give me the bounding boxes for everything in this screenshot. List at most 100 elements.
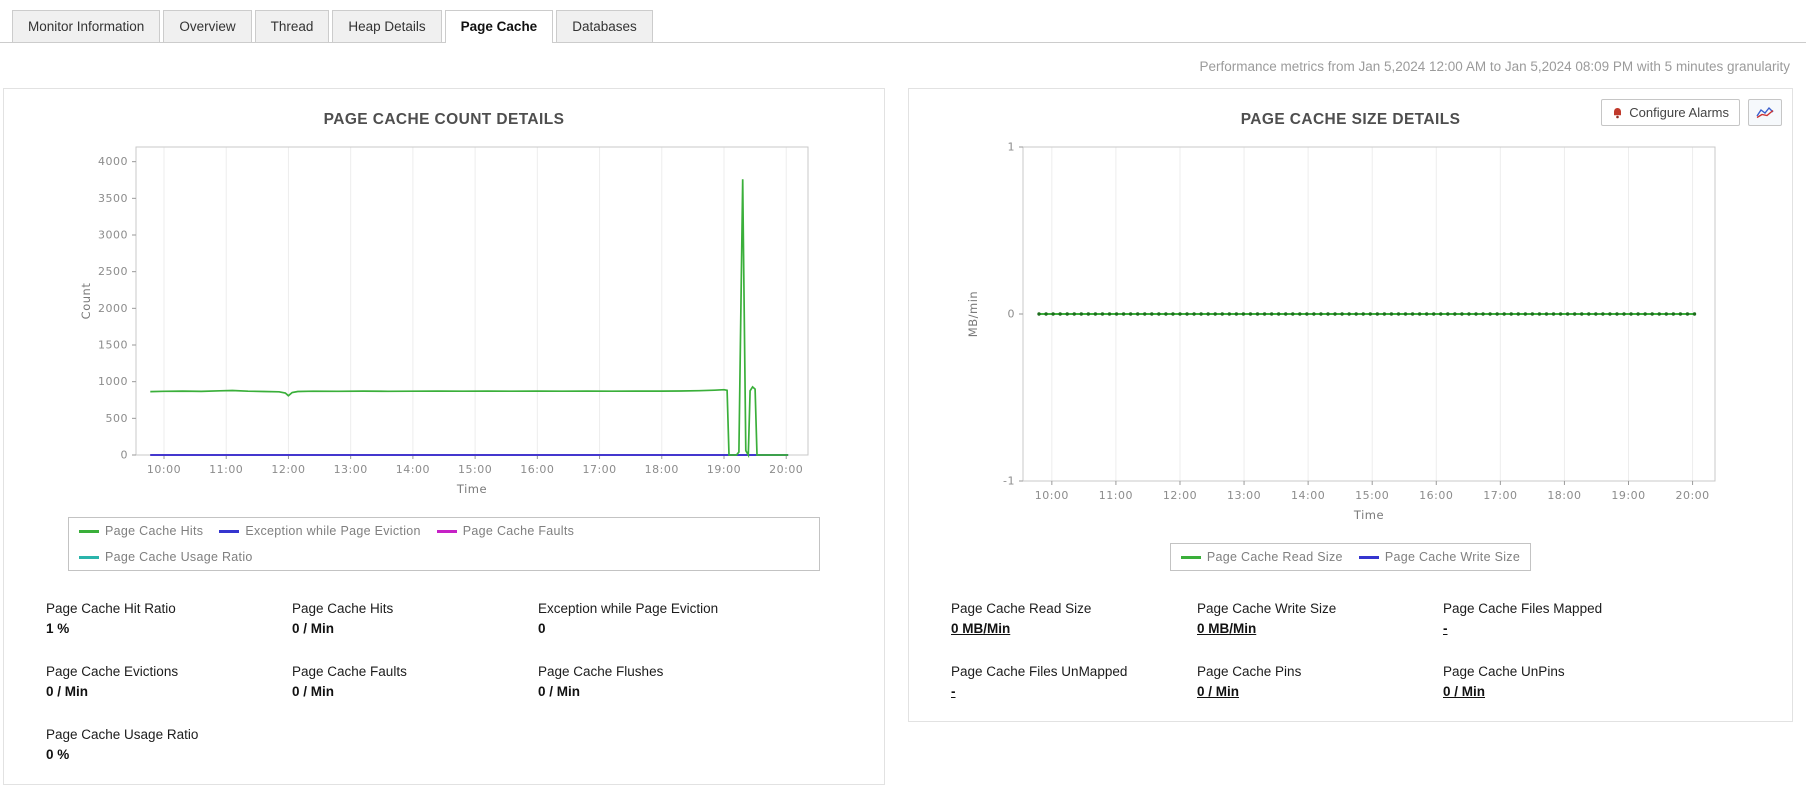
chart-view-button[interactable]	[1748, 99, 1782, 126]
stat-page-cache-files-unmapped: Page Cache Files UnMapped -	[951, 664, 1197, 699]
svg-text:13:00: 13:00	[334, 463, 368, 476]
svg-text:16:00: 16:00	[520, 463, 554, 476]
svg-text:3500: 3500	[98, 192, 128, 205]
configure-alarms-label: Configure Alarms	[1629, 105, 1729, 120]
legend-item: Page Cache Read Size	[1180, 550, 1343, 564]
stat-value: 0 / Min	[46, 684, 89, 699]
legend-item: Page Cache Hits	[79, 524, 203, 538]
legend-label: Page Cache Faults	[462, 524, 575, 538]
stat-page-cache-read-size: Page Cache Read Size 0 MB/Min	[951, 601, 1197, 636]
svg-text:0: 0	[1008, 308, 1016, 321]
panel-page-cache-count: PAGE CACHE COUNT DETAILS 10:00 11:00 12:00…	[3, 88, 885, 785]
count-chart-legend: Page Cache Hits Exception while Page Evic…	[68, 517, 820, 571]
svg-text:2000: 2000	[98, 302, 128, 315]
svg-text:19:00: 19:00	[707, 463, 741, 476]
stat-page-cache-pins: Page Cache Pins 0 / Min	[1197, 664, 1443, 699]
configure-alarms-button[interactable]: Configure Alarms	[1601, 99, 1740, 126]
stat-value[interactable]: -	[1443, 621, 1448, 636]
stat-label: Page Cache Hits	[292, 601, 394, 616]
stat-value[interactable]: 0 MB/Min	[951, 621, 1011, 636]
legend-label: Exception while Page Eviction	[245, 524, 421, 538]
svg-text:MB/min: MB/min	[966, 291, 980, 337]
stat-value[interactable]: 0 / Min	[1197, 684, 1240, 699]
svg-text:1000: 1000	[98, 375, 128, 388]
legend-swatch	[79, 555, 99, 559]
legend-label: Page Cache Read Size	[1206, 550, 1343, 564]
count-panel-title: PAGE CACHE COUNT DETAILS	[323, 111, 565, 128]
tab-thread[interactable]: Thread	[254, 10, 330, 42]
legend-swatch	[79, 529, 99, 533]
svg-text:17:00: 17:00	[582, 463, 616, 476]
svg-text:2500: 2500	[98, 265, 128, 278]
stat-value: 0 / Min	[538, 684, 581, 699]
stat-value[interactable]: -	[951, 684, 956, 699]
svg-text:3000: 3000	[98, 229, 128, 242]
legend-swatch	[1358, 555, 1379, 559]
legend-item: Page Cache Usage Ratio	[79, 550, 253, 564]
legend-swatch	[436, 529, 457, 533]
tab-monitor-information[interactable]: Monitor Information	[12, 10, 161, 42]
svg-text:11:00: 11:00	[1099, 489, 1133, 502]
tab-databases[interactable]: Databases	[556, 10, 653, 42]
tab-heap-details[interactable]: Heap Details	[332, 10, 442, 42]
legend-label: Page Cache Hits	[105, 524, 204, 538]
svg-text:Time: Time	[456, 482, 487, 496]
stat-exception-while-page-eviction: Exception while Page Eviction 0	[538, 601, 864, 636]
stat-page-cache-hits: Page Cache Hits 0 / Min	[292, 601, 538, 636]
stat-label: Page Cache Flushes	[538, 664, 664, 679]
svg-text:19:00: 19:00	[1611, 489, 1645, 502]
stat-label: Page Cache Pins	[1197, 664, 1302, 679]
svg-text:14:00: 14:00	[396, 463, 430, 476]
svg-text:10:00: 10:00	[147, 463, 181, 476]
stat-value: 0 / Min	[292, 621, 335, 636]
stat-label: Exception while Page Eviction	[538, 601, 719, 616]
stat-page-cache-flushes: Page Cache Flushes 0 / Min	[538, 664, 864, 699]
svg-text:18:00: 18:00	[1547, 489, 1581, 502]
stat-page-cache-evictions: Page Cache Evictions 0 / Min	[46, 664, 292, 699]
tab-page-cache[interactable]: Page Cache	[444, 10, 554, 43]
tab-bar: Monitor Information Overview Thread Heap De…	[0, 0, 1806, 43]
legend-label: Page Cache Write Size	[1384, 550, 1521, 564]
line-chart-icon	[1756, 106, 1774, 119]
svg-text:16:00: 16:00	[1419, 489, 1453, 502]
stat-page-cache-write-size: Page Cache Write Size 0 MB/Min	[1197, 601, 1443, 636]
svg-text:10:00: 10:00	[1035, 489, 1069, 502]
svg-text:Time: Time	[1353, 508, 1384, 522]
size-chart-legend: Page Cache Read Size Page Cache Write Siz…	[1169, 543, 1532, 571]
stat-label: Page Cache Read Size	[951, 601, 1092, 616]
svg-text:20:00: 20:00	[1675, 489, 1709, 502]
stat-value[interactable]: 0 / Min	[1443, 684, 1486, 699]
svg-text:0: 0	[121, 449, 129, 462]
alarm-icon	[1612, 107, 1623, 119]
stat-value: 0 %	[46, 747, 70, 762]
stat-page-cache-hit-ratio: Page Cache Hit Ratio 1 %	[46, 601, 292, 636]
size-stats-grid: Page Cache Read Size 0 MB/Min Page Cache W…	[909, 571, 1792, 721]
legend-item: Exception while Page Eviction	[219, 524, 420, 538]
size-panel-title: PAGE CACHE SIZE DETAILS	[1240, 111, 1461, 128]
stat-label: Page Cache Files Mapped	[1443, 601, 1603, 616]
svg-text:500: 500	[106, 412, 129, 425]
stat-value[interactable]: 0 MB/Min	[1197, 621, 1257, 636]
svg-text:1: 1	[1008, 141, 1016, 154]
stat-value: 0	[538, 621, 546, 636]
svg-text:1500: 1500	[98, 339, 128, 352]
stat-label: Page Cache Hit Ratio	[46, 601, 176, 616]
svg-text:Count: Count	[79, 283, 93, 320]
stat-page-cache-usage-ratio: Page Cache Usage Ratio 0 %	[46, 727, 292, 762]
svg-text:17:00: 17:00	[1483, 489, 1517, 502]
svg-text:14:00: 14:00	[1291, 489, 1325, 502]
svg-text:15:00: 15:00	[1355, 489, 1389, 502]
tab-overview[interactable]: Overview	[163, 10, 252, 42]
svg-text:20:00: 20:00	[769, 463, 803, 476]
stat-label: Page Cache Faults	[292, 664, 407, 679]
svg-text:12:00: 12:00	[1163, 489, 1197, 502]
panel-toolbar: Configure Alarms	[1601, 99, 1782, 126]
svg-text:12:00: 12:00	[271, 463, 305, 476]
page-cache-size-chart: 10:00 11:00 12:00 13:00 14:00 15:00 16:00 17:00…	[966, 141, 1716, 522]
svg-text:15:00: 15:00	[458, 463, 492, 476]
page-cache-count-chart: 10:00 11:00 12:00 13:00 14:00 15:00 16:00 17:00…	[79, 146, 809, 496]
stat-value: 1 %	[46, 621, 70, 636]
metrics-note: Performance metrics from Jan 5,2024 12:0…	[1199, 59, 1790, 74]
stat-label: Page Cache UnPins	[1443, 664, 1565, 679]
